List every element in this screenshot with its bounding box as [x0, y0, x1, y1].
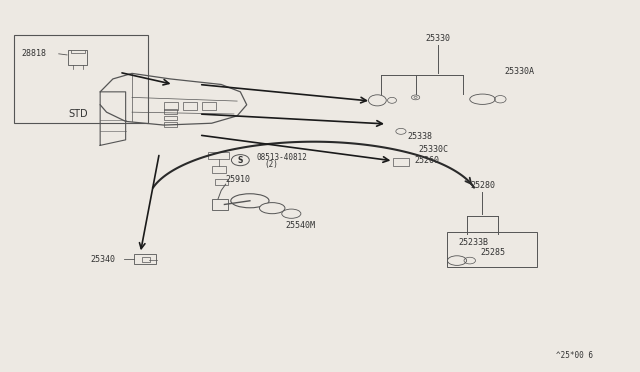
Bar — [202, 102, 216, 110]
Bar — [164, 122, 177, 127]
Ellipse shape — [282, 209, 301, 218]
Bar — [71, 50, 85, 53]
Bar — [394, 158, 409, 166]
Text: STD: STD — [68, 109, 88, 119]
Bar — [134, 254, 156, 264]
Bar — [216, 179, 228, 185]
Text: 25910: 25910 — [226, 175, 251, 184]
Text: S: S — [237, 155, 243, 165]
Text: 25330: 25330 — [426, 34, 451, 43]
Bar — [212, 199, 228, 210]
Bar — [141, 257, 150, 262]
Text: 25540M: 25540M — [285, 221, 315, 230]
Ellipse shape — [231, 194, 269, 208]
Bar — [164, 109, 177, 113]
Ellipse shape — [259, 203, 285, 214]
Bar — [209, 153, 229, 159]
Bar — [68, 50, 88, 65]
Text: ^25*00 6: ^25*00 6 — [556, 350, 593, 359]
Text: 25260: 25260 — [414, 155, 439, 165]
Bar — [164, 102, 178, 110]
Bar — [447, 232, 537, 267]
Text: 25233B: 25233B — [459, 238, 489, 247]
Bar — [183, 102, 197, 110]
Text: 25330A: 25330A — [505, 67, 535, 76]
Bar — [164, 116, 177, 120]
Text: 25340: 25340 — [91, 254, 116, 264]
Text: 25330C: 25330C — [419, 145, 449, 154]
Text: 25280: 25280 — [470, 182, 495, 190]
Text: 25338: 25338 — [408, 132, 433, 141]
Text: 25285: 25285 — [481, 248, 506, 257]
Bar — [212, 166, 226, 173]
Bar — [14, 35, 148, 123]
Text: 28818: 28818 — [22, 49, 47, 58]
Text: (2): (2) — [264, 160, 278, 169]
Text: 08513-40812: 08513-40812 — [256, 153, 307, 162]
